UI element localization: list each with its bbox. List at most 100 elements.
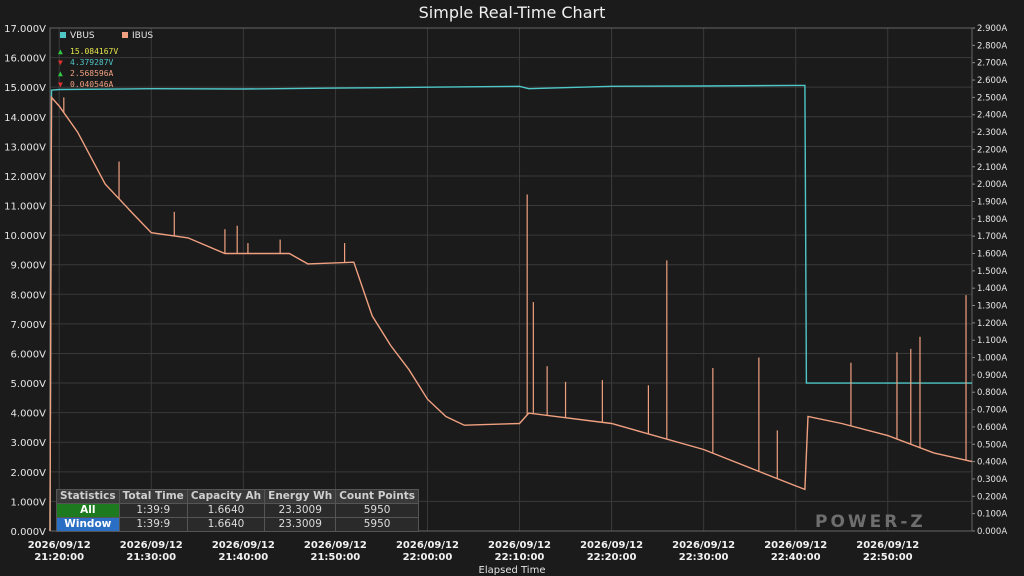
y-right-tick-label: 2.400A	[977, 111, 1007, 121]
legend-extreme-value: 4.379287V	[70, 58, 114, 67]
y-right-tick-label: 0.900A	[977, 371, 1007, 381]
y-left-tick-label: 4.000V	[11, 409, 47, 420]
legend: VBUS IBUS ▲ 15.084167V ▼ 4.379287V ▲ 2.568596A ▼…	[58, 31, 153, 89]
y-left-tick-label: 15.000V	[4, 83, 46, 94]
x-tick-time-label: 22:50:00	[863, 552, 913, 563]
y-left-tick-label: 11.000V	[4, 202, 46, 213]
legend-extreme-value: 2.568596A	[70, 69, 114, 78]
y-right-tick-label: 2.600A	[977, 76, 1007, 86]
y-left-tick-label: 16.000V	[4, 54, 46, 65]
stats-count-all: 5950	[335, 503, 419, 518]
x-tick-date-label: 2026/09/12	[580, 540, 643, 551]
plot-frame	[49, 27, 973, 532]
x-tick-time-label: 21:40:00	[218, 552, 268, 563]
x-tick-time-label: 22:20:00	[587, 552, 637, 563]
statistics-row-all: All 1:39:9 1.6640 23.3009 5950	[56, 503, 419, 518]
statistics-header-row: Statistics Total Time Capacity Ah Energy…	[56, 489, 419, 504]
y-right-tick-label: 0.400A	[977, 458, 1007, 468]
y-left-tick-label: 2.000V	[11, 468, 47, 479]
x-tick-time-label: 22:10:00	[495, 552, 545, 563]
stats-header-energy: Energy Wh	[264, 489, 337, 504]
y-left-tick-label: 6.000V	[11, 349, 47, 360]
stats-header-capacity: Capacity Ah	[186, 489, 266, 504]
series-line-ibus	[49, 95, 973, 532]
x-tick-time-label: 22:30:00	[679, 552, 729, 563]
x-tick-date-label: 2026/09/12	[764, 540, 827, 551]
y-right-tick-label: 2.200A	[977, 145, 1007, 155]
stats-total-time-all: 1:39:9	[118, 503, 188, 518]
legend-label-vbus: VBUS	[70, 31, 95, 41]
y-right-tick-label: 1.900A	[977, 197, 1007, 207]
y-left-tick-label: 0.000V	[11, 527, 47, 538]
brand-logo: POWER-Z	[815, 512, 926, 532]
statistics-row-window: Window 1:39:9 1.6640 23.3009 5950	[56, 517, 419, 532]
y-right-tick-label: 2.300A	[977, 128, 1007, 138]
plot-series	[49, 84, 973, 532]
y-right-tick-label: 1.100A	[977, 336, 1007, 346]
y-left-tick-label: 12.000V	[4, 172, 46, 183]
stats-header-total-time: Total Time	[118, 489, 188, 504]
y-right-tick-label: 0.200A	[977, 492, 1007, 502]
arrow-up-icon: ▲	[58, 47, 63, 56]
x-axis-label: Elapsed Time	[479, 565, 546, 576]
y-right-tick-label: 1.500A	[977, 267, 1007, 277]
legend-swatch-ibus	[122, 32, 128, 38]
x-tick-date-label: 2026/09/12	[396, 540, 459, 551]
y-left-tick-label: 3.000V	[11, 438, 47, 449]
y-right-tick-label: 2.100A	[977, 163, 1007, 173]
arrow-down-icon: ▼	[58, 58, 63, 67]
y-right-tick-label: 2.700A	[977, 59, 1007, 69]
y-right-tick-label: 0.800A	[977, 388, 1007, 398]
legend-label-ibus: IBUS	[132, 31, 153, 41]
y-right-tick-label: 1.600A	[977, 249, 1007, 259]
arrow-down-icon: ▼	[58, 80, 63, 89]
x-tick-date-label: 2026/09/12	[212, 540, 275, 551]
x-tick-time-label: 22:00:00	[403, 552, 453, 563]
y-right-tick-label: 1.300A	[977, 302, 1007, 312]
stats-header-count: Count Points	[335, 489, 419, 504]
chart-title: Simple Real-Time Chart	[419, 3, 606, 22]
y-left-tick-label: 5.000V	[11, 379, 47, 390]
y-right-tick-label: 0.300A	[977, 475, 1007, 485]
x-tick-date-label: 2026/09/12	[856, 540, 919, 551]
y-right-tick-label: 0.700A	[977, 406, 1007, 416]
y-right-tick-label: 0.600A	[977, 423, 1007, 433]
y-left-tick-label: 14.000V	[4, 113, 46, 124]
y-right-tick-label: 0.100A	[977, 510, 1007, 520]
y-right-tick-label: 1.000A	[977, 354, 1007, 364]
stats-row-label-all[interactable]: All	[56, 503, 120, 518]
x-tick-date-label: 2026/09/12	[488, 540, 551, 551]
x-tick-time-label: 21:50:00	[311, 552, 361, 563]
y-right-tick-label: 2.000A	[977, 180, 1007, 190]
x-tick-date-label: 2026/09/12	[672, 540, 735, 551]
stats-total-time-window: 1:39:9	[118, 517, 188, 532]
y-left-tick-label: 7.000V	[11, 320, 47, 331]
stats-row-label-window[interactable]: Window	[56, 517, 120, 532]
stats-header-statistics: Statistics	[56, 489, 120, 504]
stats-count-window: 5950	[335, 517, 419, 532]
statistics-table: Statistics Total Time Capacity Ah Energy…	[56, 489, 419, 532]
y-right-tick-label: 0.000A	[977, 527, 1007, 537]
grid-lines	[50, 27, 972, 532]
legend-extreme-value: 15.084167V	[70, 47, 118, 56]
series-line-vbus	[49, 84, 972, 532]
y-right-tick-label: 2.900A	[977, 24, 1007, 34]
y-left-tick-label: 10.000V	[4, 231, 46, 242]
y-right-tick-label: 2.500A	[977, 93, 1007, 103]
stats-capacity-window: 1.6640	[186, 517, 266, 532]
y-right-tick-label: 2.800A	[977, 41, 1007, 51]
x-tick-time-label: 21:30:00	[126, 552, 176, 563]
y-right-tick-label: 1.800A	[977, 215, 1007, 225]
legend-swatch-vbus	[60, 32, 66, 38]
x-tick-time-label: 21:20:00	[34, 552, 84, 563]
arrow-up-icon: ▲	[58, 69, 63, 78]
x-tick-date-label: 2026/09/12	[304, 540, 367, 551]
y-left-tick-label: 17.000V	[4, 24, 46, 35]
y-right-tick-label: 1.400A	[977, 284, 1007, 294]
y-left-tick-label: 8.000V	[11, 290, 47, 301]
x-tick-date-label: 2026/09/12	[120, 540, 183, 551]
y-right-tick-label: 1.200A	[977, 319, 1007, 329]
axes: 0.000V 1.000V 2.000V 3.000V 4.000V 5.000V 6.00…	[4, 24, 1007, 563]
y-right-tick-label: 1.700A	[977, 232, 1007, 242]
